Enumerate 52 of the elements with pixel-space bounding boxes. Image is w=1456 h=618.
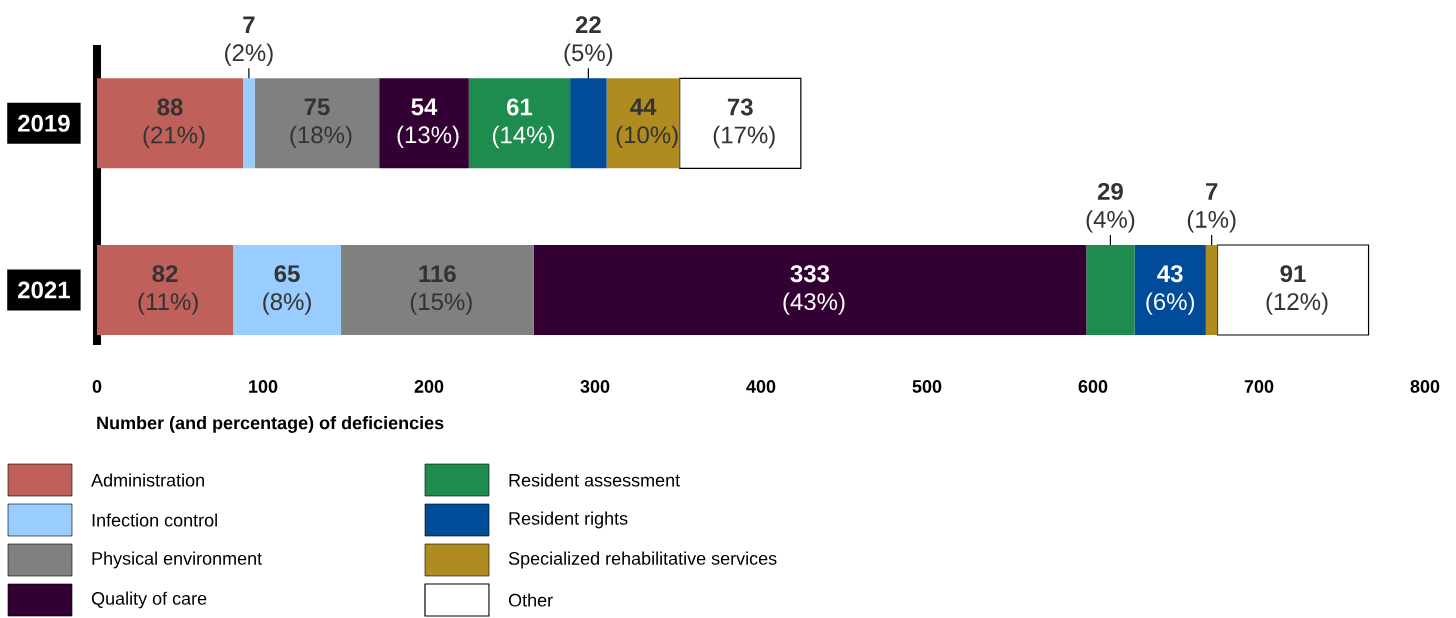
data-label: 54 (13%) <box>397 98 459 149</box>
bar <box>1086 245 1135 335</box>
data-label: 88 (21%) <box>143 98 205 149</box>
legend-label: Resident assessment <box>509 473 680 487</box>
bar <box>570 78 607 169</box>
data-label: 333 (43%) <box>783 265 845 315</box>
bar <box>97 78 244 169</box>
legend-label: Infection control <box>92 513 217 527</box>
x-tick-label: 500 <box>912 380 942 393</box>
x-tick-label: 200 <box>414 380 444 393</box>
data-label: 61 (14%) <box>492 98 554 149</box>
data-label: 75 (18%) <box>290 98 352 149</box>
y-tick-label: 2019 <box>18 114 70 132</box>
bar <box>679 77 802 169</box>
data-label: 82 (11%) <box>138 265 198 315</box>
data-label: 29 (4%) <box>1086 182 1135 233</box>
bar <box>1216 244 1370 336</box>
bar <box>254 78 380 169</box>
bar <box>97 245 234 335</box>
data-label: 22 (5%) <box>564 16 613 66</box>
bar <box>1134 245 1206 335</box>
data-label: 73 (17%) <box>713 98 775 149</box>
data-label: 7 (1%) <box>1187 183 1236 233</box>
legend-label: Specialized rehabilitative services <box>508 551 777 569</box>
bar <box>468 78 571 169</box>
y-tick-label: 2021 <box>18 281 70 299</box>
legend-label: Resident rights <box>509 511 628 529</box>
legend-label: Other <box>508 593 553 607</box>
bar <box>233 245 342 335</box>
x-tick-label: 700 <box>1244 380 1274 393</box>
data-label: 43 (6%) <box>1146 265 1195 315</box>
x-tick-label: 800 <box>1410 380 1440 393</box>
data-label: 7 (2%) <box>225 16 273 66</box>
legend-label: Physical environment <box>92 551 262 569</box>
data-label: 91 (12%) <box>1266 265 1328 315</box>
data-label: 65 (8%) <box>263 265 311 315</box>
x-tick-label: 300 <box>580 380 610 393</box>
legend-label: Administration <box>91 473 204 487</box>
bar <box>243 78 255 169</box>
x-tick-label: 0 <box>92 380 102 393</box>
bar <box>606 78 680 169</box>
x-tick-label: 400 <box>746 380 776 393</box>
bar <box>533 245 1087 335</box>
bar <box>1205 245 1218 335</box>
bar <box>379 78 469 169</box>
x-axis-title: Number (and percentage) of deficiencies <box>97 416 444 433</box>
legend-label: Quality of care <box>91 591 207 609</box>
bar <box>341 245 534 335</box>
x-tick-label: 100 <box>249 380 278 393</box>
data-label: 116 (15%) <box>410 265 472 315</box>
data-label: 44 (10%) <box>616 98 678 149</box>
x-tick-label: 600 <box>1078 380 1108 393</box>
